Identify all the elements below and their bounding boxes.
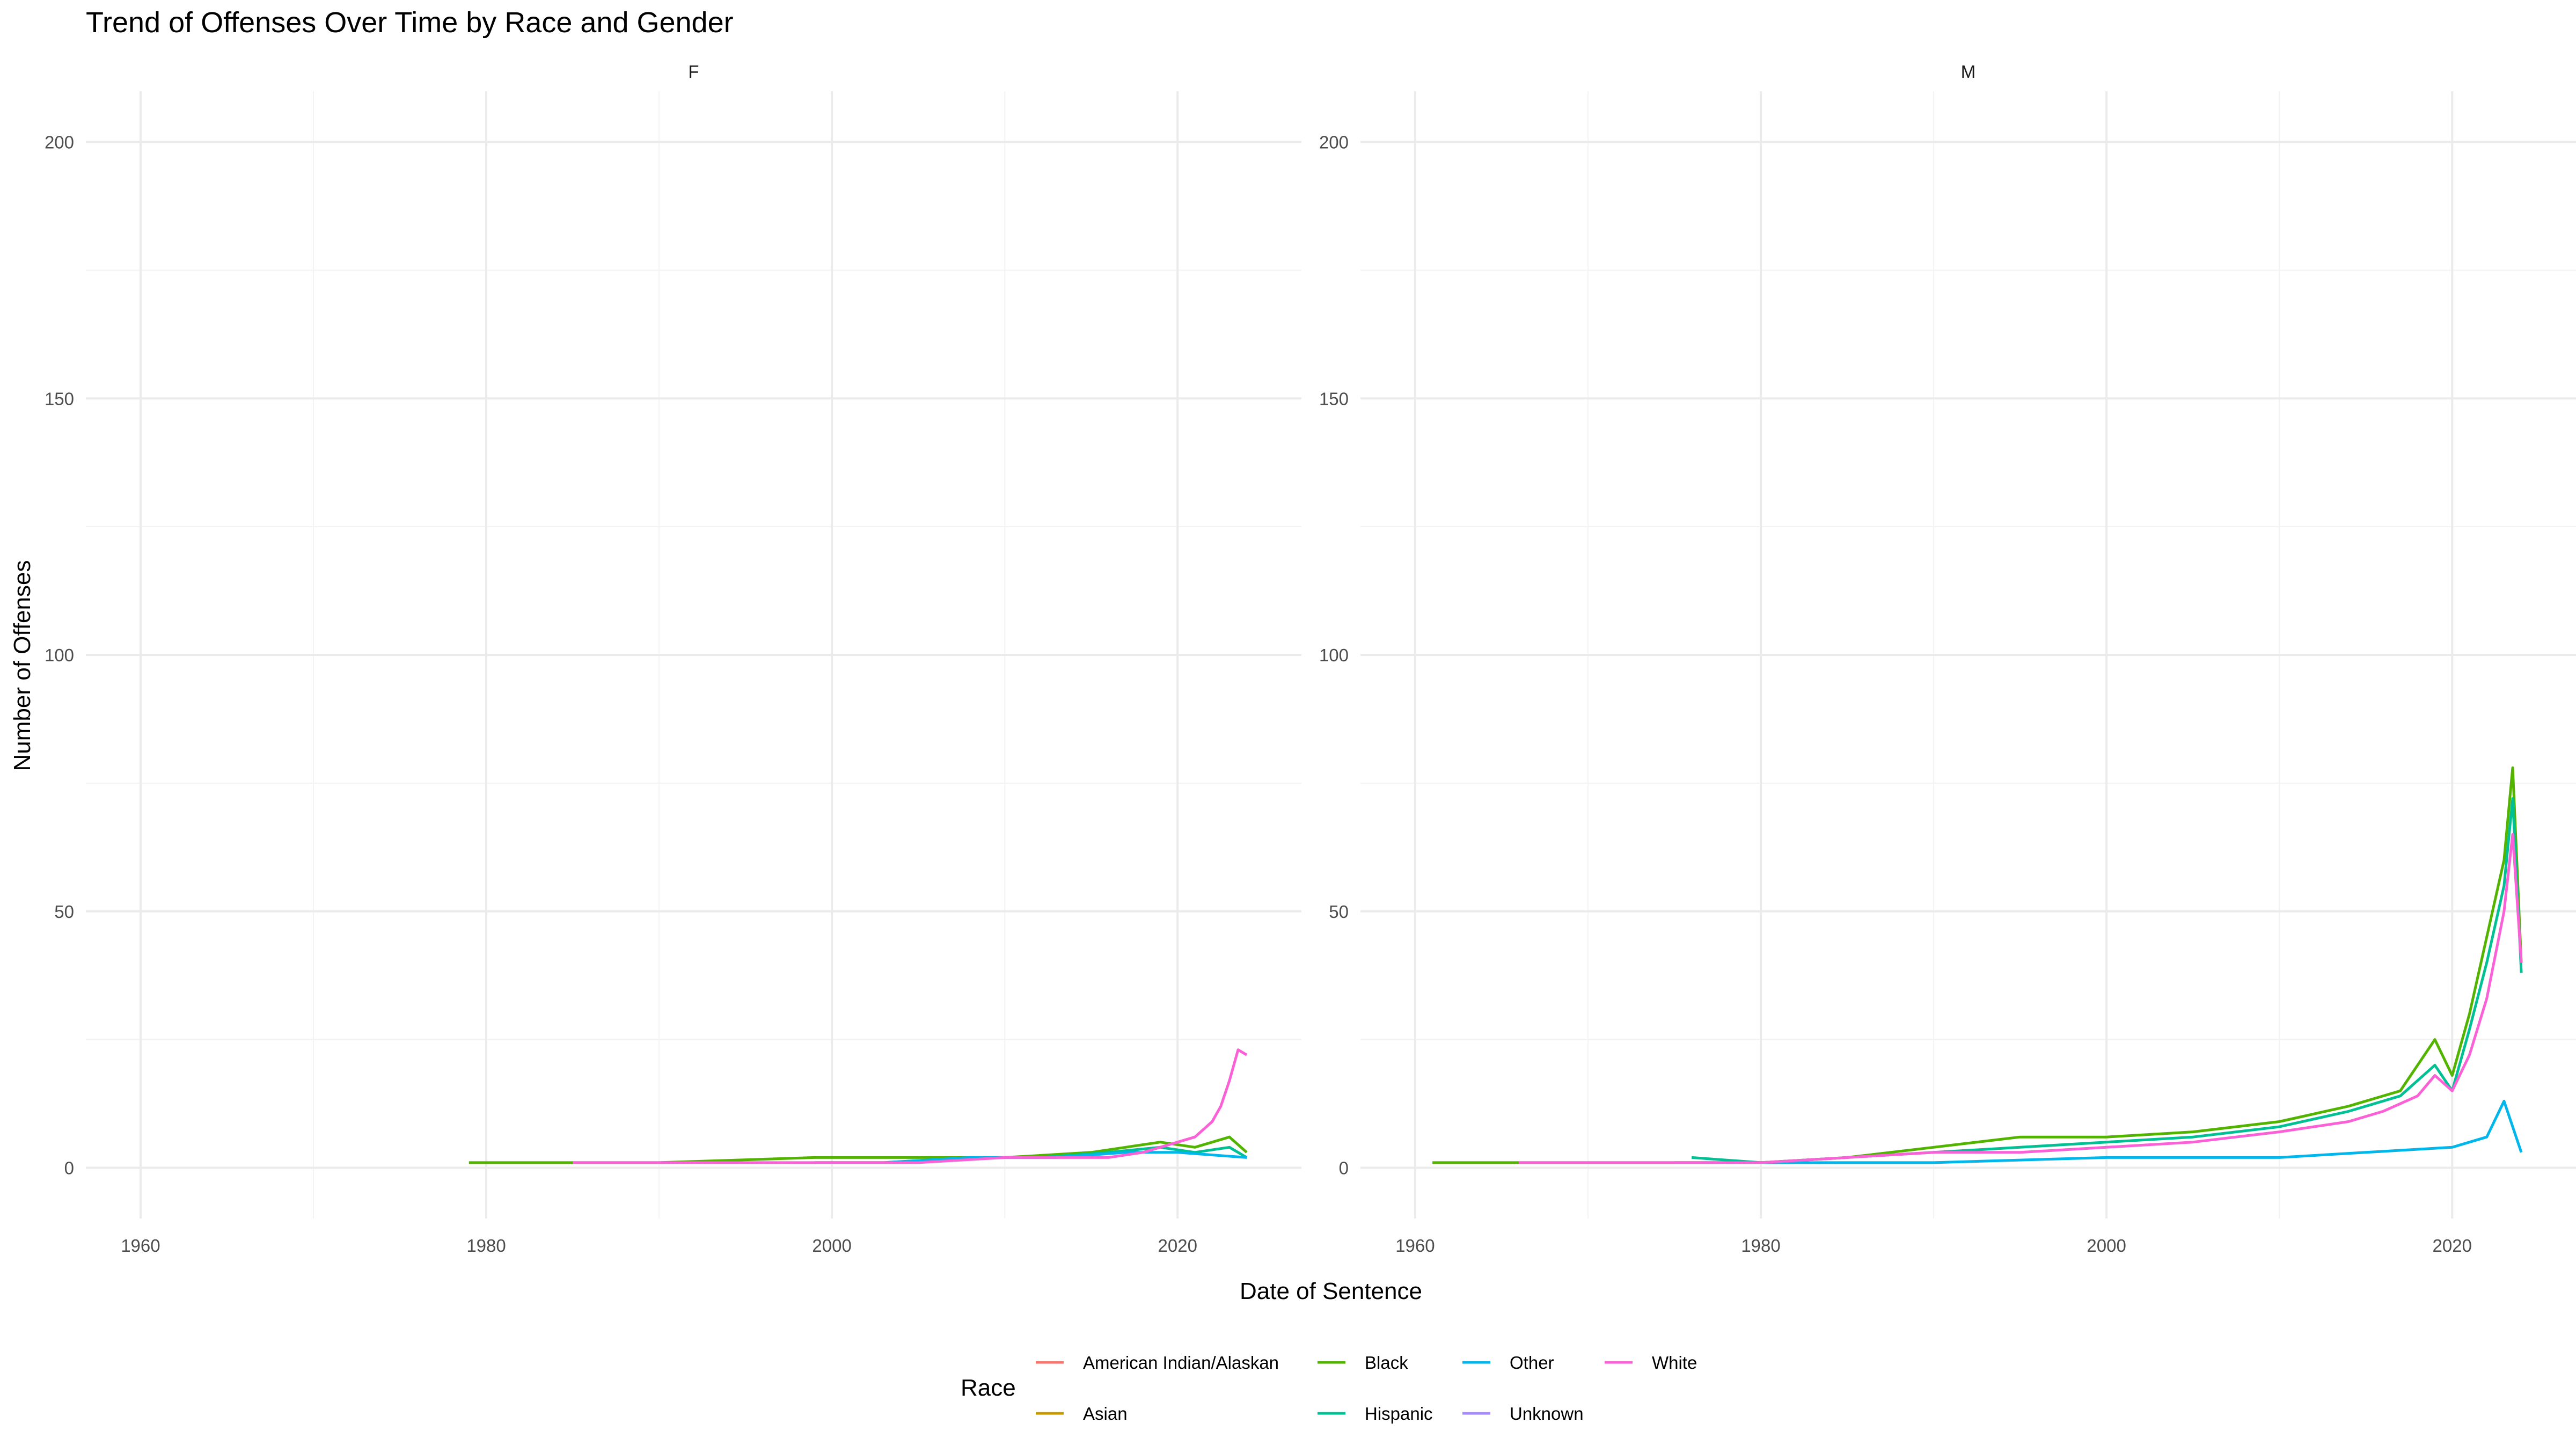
facet-panel-F: F 0 50 100 150 200 1960 1980 2000 2020 [45, 62, 1301, 1256]
y-tick-label: 50 [54, 902, 74, 922]
legend-label-black: Black [1365, 1353, 1408, 1373]
legend: Race American Indian/Alaskan Asian Black Hi… [961, 1353, 1697, 1424]
y-tick-label: 200 [1319, 133, 1349, 152]
x-tick-label: 2000 [812, 1236, 851, 1256]
y-tick-label: 50 [1329, 902, 1349, 922]
y-tick-label: 100 [45, 645, 74, 665]
y-tick-label: 200 [45, 133, 74, 152]
legend-label-other: Other [1510, 1353, 1554, 1373]
facet-label: F [688, 62, 699, 82]
legend-label-white: White [1652, 1353, 1697, 1373]
x-tick-label: 1980 [1741, 1236, 1780, 1256]
y-tick-label: 0 [64, 1158, 74, 1178]
legend-label-american-indian-alaskan: American Indian/Alaskan [1083, 1353, 1279, 1373]
y-tick-label: 150 [1319, 389, 1349, 408]
x-tick-label: 1980 [466, 1236, 506, 1256]
facet-label: M [1961, 62, 1976, 82]
x-tick-label: 1960 [121, 1236, 160, 1256]
y-tick-label: 150 [45, 389, 74, 408]
x-tick-label: 2020 [2433, 1236, 2472, 1256]
x-axis-title: Date of Sentence [1240, 1278, 1422, 1304]
y-axis-title: Number of Offenses [9, 560, 35, 771]
x-tick-label: 2020 [1158, 1236, 1197, 1256]
legend-label-asian: Asian [1083, 1404, 1128, 1424]
y-tick-label: 100 [1319, 645, 1349, 665]
x-tick-label: 2000 [2087, 1236, 2126, 1256]
facet-panel-M: M 0 50 100 150 200 1960 1980 2000 2020 [1319, 62, 2576, 1256]
legend-label-unknown: Unknown [1510, 1404, 1584, 1424]
series-line-white [573, 1048, 1248, 1164]
series-line-other [1674, 1099, 2523, 1164]
chart-title: Trend of Offenses Over Time by Race and … [86, 6, 734, 39]
series-line-white [1519, 833, 2523, 1164]
legend-label-hispanic: Hispanic [1365, 1404, 1433, 1424]
legend-title: Race [961, 1375, 1016, 1401]
y-tick-label: 0 [1339, 1158, 1349, 1178]
x-tick-label: 1960 [1395, 1236, 1435, 1256]
